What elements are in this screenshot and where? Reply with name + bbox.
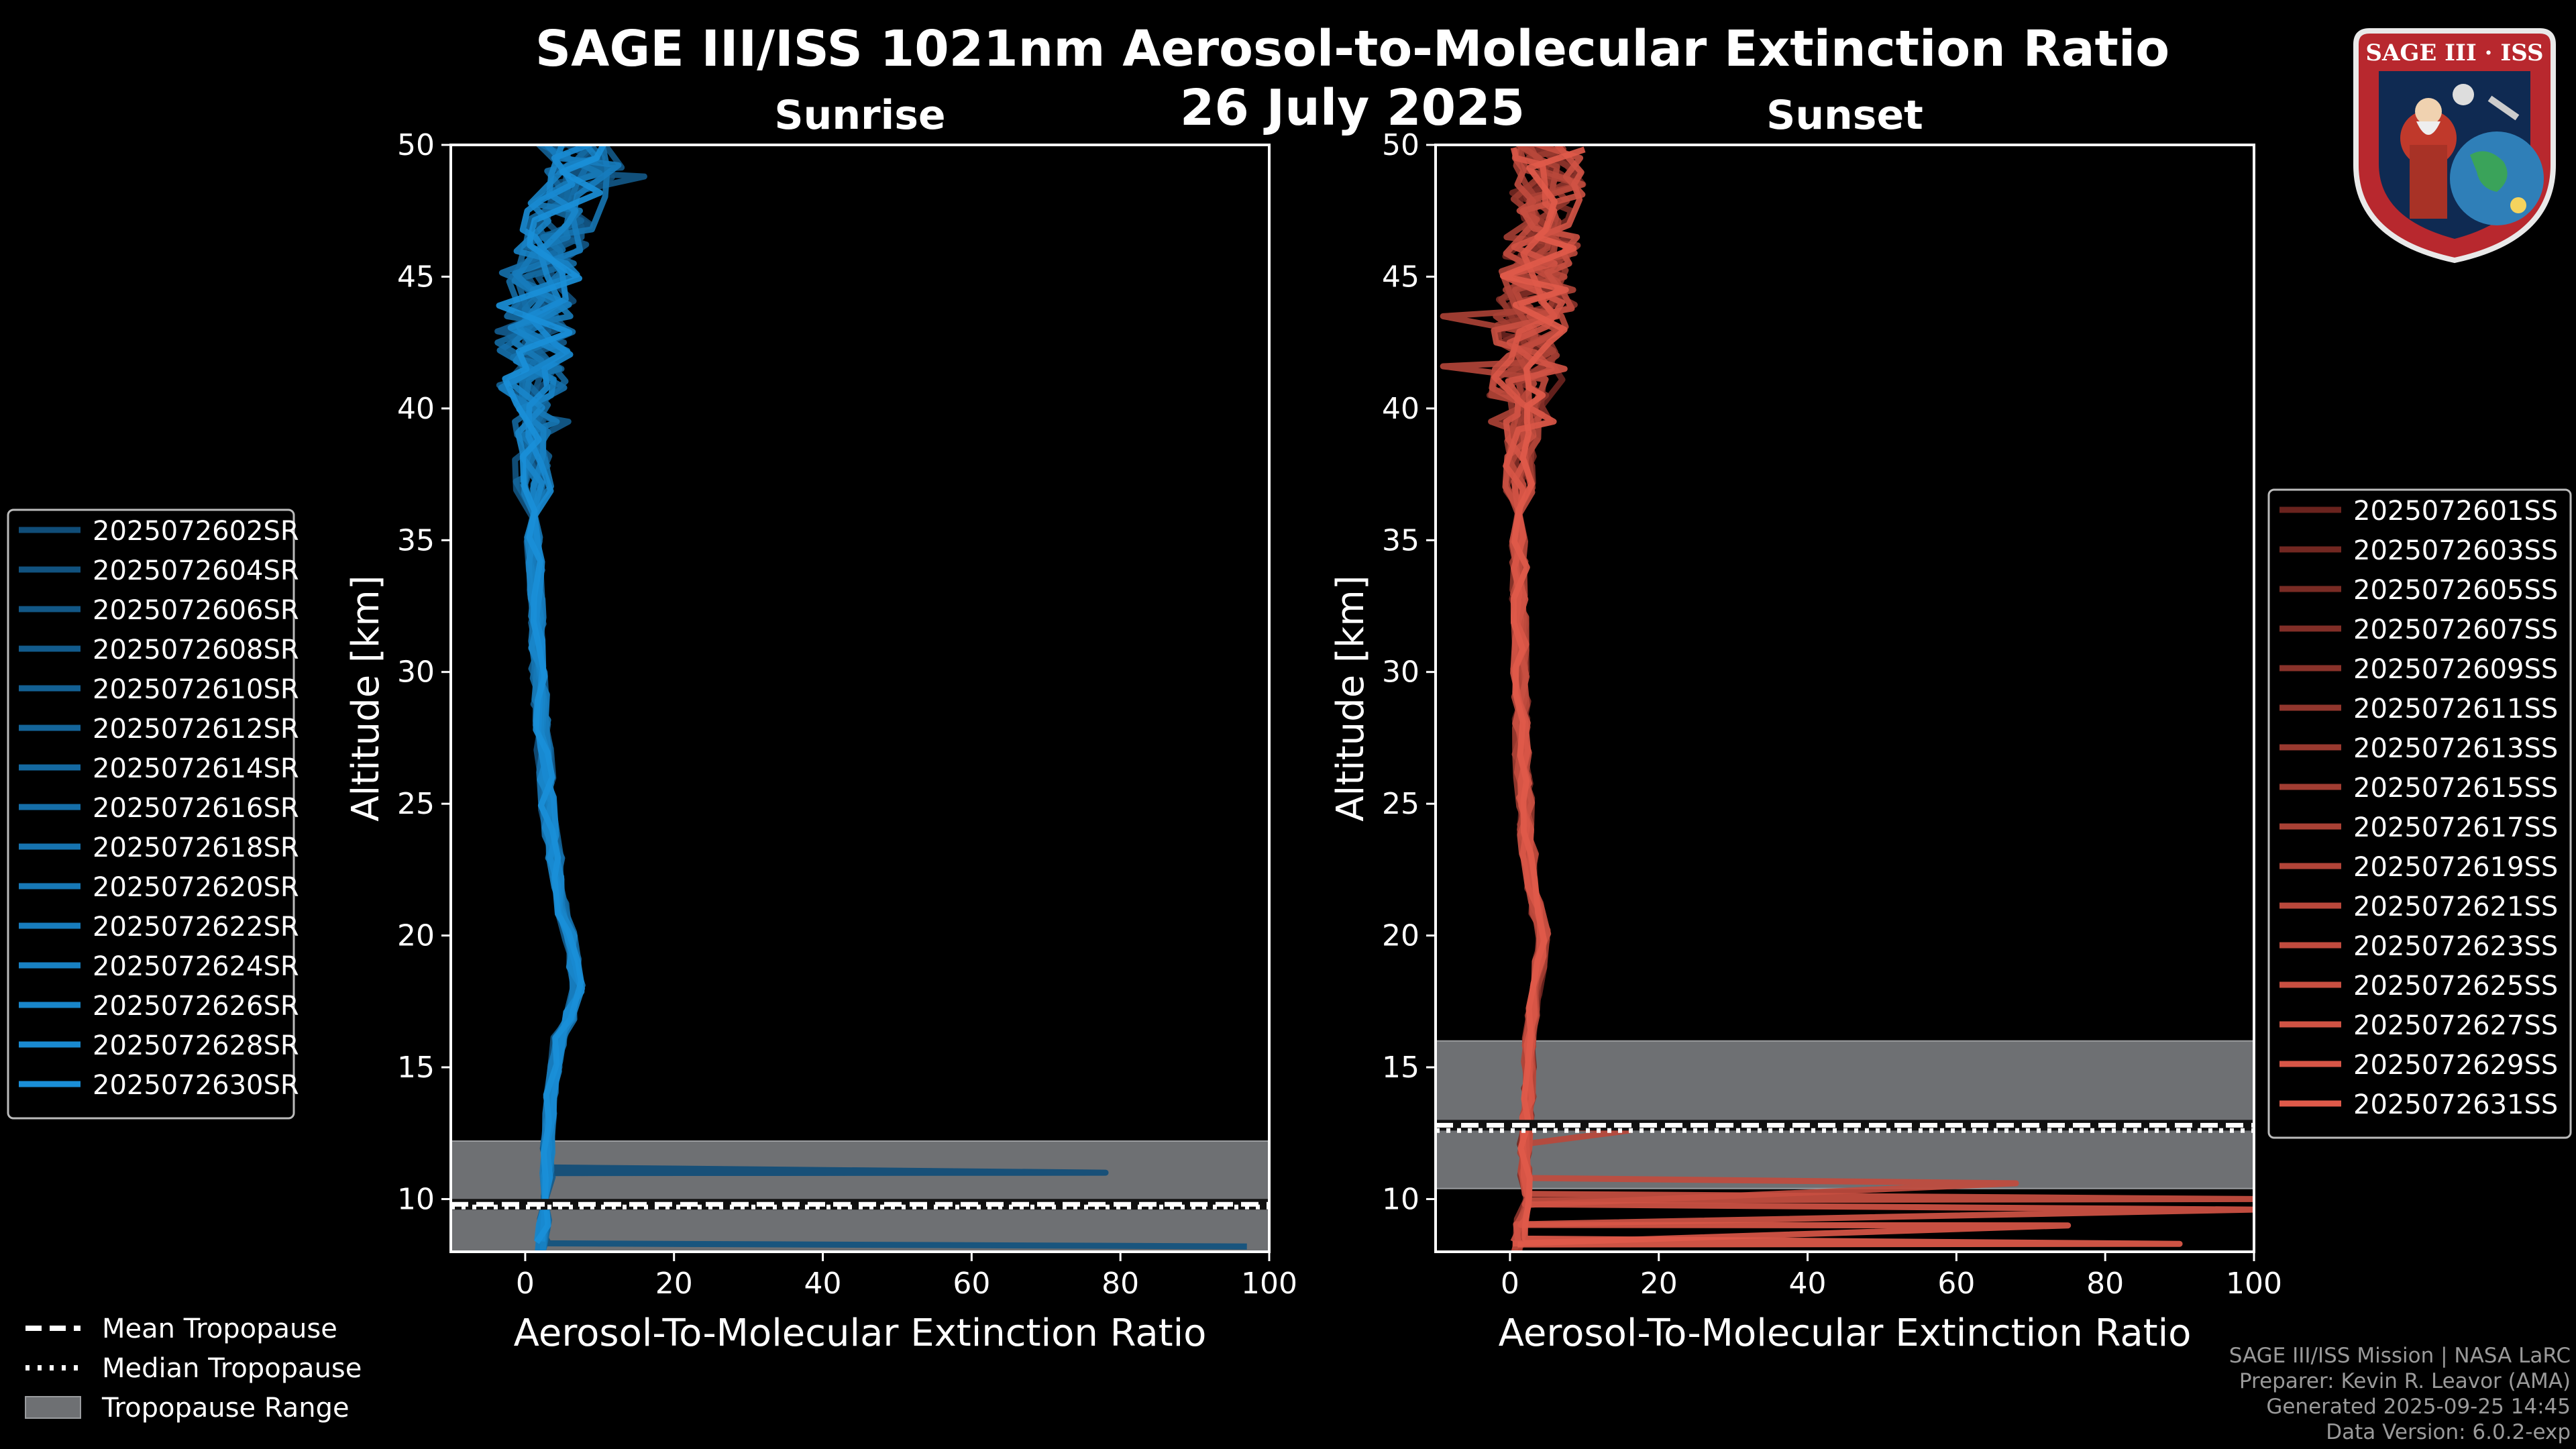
legend-label-2025072618SR: 2025072618SR: [93, 833, 299, 863]
tropopause-range-band: [451, 1140, 1269, 1252]
legend-label-2025072601SS: 2025072601SS: [2353, 496, 2558, 527]
series-line-2025072604SR: [499, 145, 1247, 1250]
y-tick-label: 50: [397, 128, 435, 162]
x-tick-label: 40: [1789, 1267, 1827, 1301]
legend-label-2025072622SR: 2025072622SR: [93, 912, 299, 943]
panel-title-sunset: Sunset: [1766, 92, 1923, 139]
x-tick-label: 100: [1241, 1267, 1297, 1301]
x-tick-label: 60: [1937, 1267, 1975, 1301]
x-axis-label: Aerosol-To-Molecular Extinction Ratio: [1499, 1311, 2192, 1355]
legend-label-2025072629SS: 2025072629SS: [2353, 1050, 2558, 1081]
series-line-2025072631SS: [1500, 146, 2183, 1248]
x-tick-label: 20: [655, 1267, 693, 1301]
legend-label-2025072625SS: 2025072625SS: [2353, 971, 2558, 1002]
y-tick-label: 40: [1382, 392, 1419, 426]
y-tick-label: 10: [1382, 1182, 1419, 1216]
y-tick-label: 15: [1382, 1051, 1419, 1085]
legend-label-2025072627SS: 2025072627SS: [2353, 1010, 2558, 1041]
tropopause-legend: Mean Tropopause Median Tropopause Tropopau…: [25, 1313, 362, 1424]
legend-label-2025072617SS: 2025072617SS: [2353, 812, 2558, 843]
series-line-2025072602SR: [495, 145, 1109, 1244]
logo-text: SAGE III · ISS: [2365, 40, 2543, 66]
legend-label-2025072626SR: 2025072626SR: [93, 991, 299, 1022]
y-tick-label: 45: [397, 260, 435, 294]
legend-label-2025072610SR: 2025072610SR: [93, 674, 299, 705]
legend-label-2025072631SS: 2025072631SS: [2353, 1089, 2558, 1120]
plot-area: [1436, 145, 2254, 1252]
y-tick-label: 25: [397, 787, 435, 821]
legend-label-2025072613SS: 2025072613SS: [2353, 733, 2558, 764]
sage-iii-iss-logo: SAGE III · ISS: [2353, 28, 2556, 264]
sunrise-panel: 0 20 40 60 80 100 10 15 20 25 30 35 40 45 50 Aerosol-To…: [344, 92, 1297, 1355]
x-tick-label: 80: [1102, 1267, 1139, 1301]
sunrise-legend: 2025072602SR 2025072604SR 2025072606SR 2025…: [7, 508, 299, 1120]
y-tick-label: 30: [1382, 655, 1419, 690]
legend-label-2025072614SR: 2025072614SR: [93, 753, 299, 784]
y-tick-label: 45: [1382, 260, 1419, 294]
footer-preparer: Preparer: Kevin R. Leavor (AMA): [2239, 1369, 2571, 1393]
tropopause-legend-label: Mean Tropopause: [102, 1313, 337, 1344]
footer: SAGE III/ISS Mission | NASA LaRC Prepare…: [2229, 1343, 2571, 1445]
figure-date: 26 July 2025: [1180, 79, 1525, 137]
tropopause-range-band: [1436, 1040, 2254, 1189]
legend-label-2025072605SS: 2025072605SS: [2353, 575, 2558, 606]
tropopause-legend-label: Tropopause Range: [101, 1393, 350, 1424]
footer-mission: SAGE III/ISS Mission | NASA LaRC: [2229, 1344, 2571, 1368]
legend-label-2025072608SR: 2025072608SR: [93, 635, 299, 665]
legend-box: [2267, 488, 2572, 1139]
y-tick-label: 15: [397, 1051, 435, 1085]
plot-area: [451, 145, 1269, 1252]
y-tick-label: 40: [397, 392, 435, 426]
x-tick-label: 40: [804, 1267, 842, 1301]
legend-label-2025072604SR: 2025072604SR: [93, 555, 299, 586]
x-tick-label: 80: [2086, 1267, 2124, 1301]
legend-label-2025072602SR: 2025072602SR: [93, 516, 299, 547]
legend-label-2025072630SR: 2025072630SR: [93, 1070, 299, 1101]
panel-title-sunrise: Sunrise: [774, 92, 945, 139]
x-tick-label: 20: [1640, 1267, 1678, 1301]
legend-label-2025072606SR: 2025072606SR: [93, 595, 299, 626]
y-tick-label: 20: [1382, 919, 1419, 953]
tropopause-range-swatch: [25, 1396, 81, 1419]
y-tick-label: 50: [1382, 128, 1419, 162]
x-tick-label: 0: [516, 1267, 535, 1301]
legend-label-2025072611SS: 2025072611SS: [2353, 694, 2558, 724]
legend-label-2025072615SS: 2025072615SS: [2353, 773, 2558, 804]
figure-title: SAGE III/ISS 1021nm Aerosol-to-Molecular…: [535, 20, 2169, 78]
legend-label-2025072607SS: 2025072607SS: [2353, 614, 2558, 645]
tropopause-legend-label: Median Tropopause: [102, 1353, 362, 1384]
y-tick-label: 10: [397, 1182, 435, 1216]
sunset-panel: 0 20 40 60 80 100 10 15 20 25 30 35 40 45 50 Aerosol-To…: [1329, 92, 2282, 1355]
x-tick-label: 60: [953, 1267, 990, 1301]
legend-label-2025072621SS: 2025072621SS: [2353, 892, 2558, 922]
legend-label-2025072628SR: 2025072628SR: [93, 1030, 299, 1061]
y-axis-label: Altitude [km]: [344, 575, 388, 821]
y-axis-label: Altitude [km]: [1329, 575, 1373, 821]
legend-label-2025072620SR: 2025072620SR: [93, 872, 299, 903]
series-line-2025072630SR: [496, 145, 607, 1244]
legend-label-2025072616SR: 2025072616SR: [93, 793, 299, 824]
y-tick-label: 35: [397, 523, 435, 557]
legend-label-2025072612SR: 2025072612SR: [93, 714, 299, 745]
axes-frame: [1434, 144, 2255, 1253]
legend-label-2025072609SS: 2025072609SS: [2353, 654, 2558, 685]
axes-frame: [449, 144, 1271, 1253]
x-tick-label: 0: [1501, 1267, 1519, 1301]
footer-generated: Generated 2025-09-25 14:45: [2266, 1395, 2571, 1419]
y-tick-label: 20: [397, 919, 435, 953]
legend-label-2025072624SR: 2025072624SR: [93, 951, 299, 982]
legend-label-2025072623SS: 2025072623SS: [2353, 931, 2558, 962]
legend-label-2025072619SS: 2025072619SS: [2353, 852, 2558, 883]
y-tick-label: 25: [1382, 787, 1419, 821]
legend-label-2025072603SS: 2025072603SS: [2353, 535, 2558, 566]
footer-version: Data Version: 6.0.2-exp: [2326, 1420, 2571, 1444]
y-tick-label: 30: [397, 655, 435, 690]
x-tick-label: 100: [2226, 1267, 2282, 1301]
sunset-legend: 2025072601SS 2025072603SS 2025072605SS 2025…: [2267, 488, 2572, 1139]
y-tick-label: 35: [1382, 523, 1419, 557]
x-axis-label: Aerosol-To-Molecular Extinction Ratio: [514, 1311, 1207, 1355]
